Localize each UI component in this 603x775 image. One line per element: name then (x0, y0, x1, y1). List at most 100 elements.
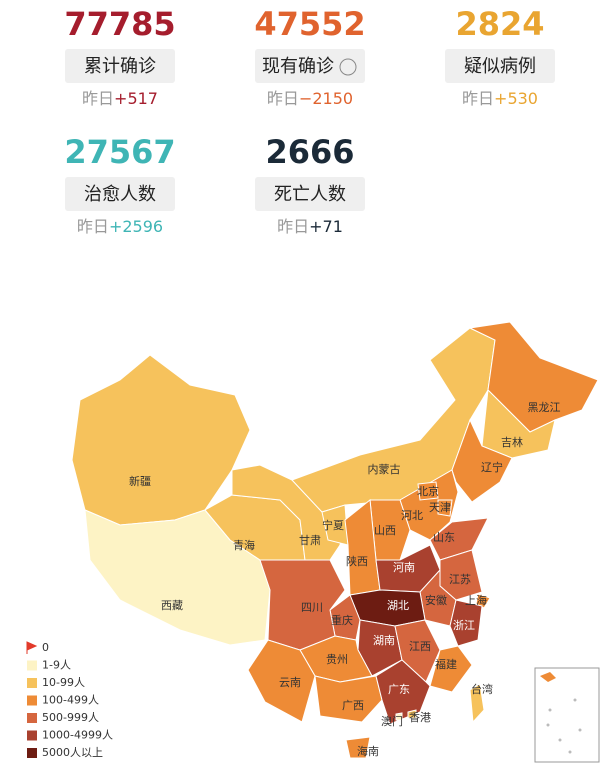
stat-label: 死亡人数 (274, 184, 346, 205)
province-label: 山西 (374, 524, 396, 537)
province (429, 645, 473, 693)
province-label: 湖南 (373, 634, 395, 647)
province (357, 619, 403, 677)
province-label: 贵州 (326, 653, 348, 666)
province-label: 海南 (357, 744, 379, 758)
legend-label: 10-99人 (42, 676, 85, 689)
province-label: 四川 (301, 601, 323, 614)
stat-label-box (65, 49, 175, 83)
stat-label-box (65, 177, 175, 211)
delta-value: +530 (494, 89, 538, 108)
stat-label: 现有确诊 (262, 56, 334, 77)
delta-prefix: 昨日 (277, 217, 309, 236)
stat-label-box (255, 177, 365, 211)
stat-label-box (255, 49, 365, 83)
province-label: 辽宁 (481, 460, 503, 474)
delta-prefix: 昨日 (462, 89, 494, 108)
legend-swatch (27, 678, 37, 688)
inset-frame (534, 667, 600, 763)
province-label: 甘肃 (299, 534, 321, 547)
legend-label: 0 (42, 641, 49, 654)
legend-label: 1-9人 (42, 659, 71, 672)
province-label: 广东 (388, 683, 410, 696)
province (417, 481, 439, 501)
province-label: 山东 (433, 531, 455, 544)
province-label: 重庆 (331, 613, 353, 627)
province (449, 599, 483, 647)
legend-label: 500-999人 (42, 711, 99, 724)
province-label: 上海 (465, 593, 487, 607)
province-label: 福建 (435, 657, 457, 671)
stat-label-box (445, 49, 555, 83)
stat-label: 累计确诊 (84, 56, 156, 77)
stat-value: 77785 (64, 5, 175, 43)
delta-value: +517 (114, 89, 158, 108)
province (469, 683, 485, 724)
province (259, 559, 346, 651)
province-label: 新疆 (129, 474, 151, 488)
province-label: 北京 (417, 484, 439, 498)
stat-delta: 昨日−2150 (267, 89, 353, 108)
province (247, 639, 316, 723)
province-label: 云南 (279, 676, 301, 689)
province (437, 499, 453, 517)
province-label: 江苏 (449, 573, 471, 586)
inset-dots (546, 698, 582, 754)
province (394, 619, 441, 683)
province (468, 321, 599, 433)
province-label: 浙江 (453, 619, 475, 632)
province-label: 宁夏 (322, 518, 344, 532)
stat-value: 47552 (254, 5, 365, 43)
stat-label: 治愈人数 (84, 184, 156, 205)
legend-label: 1000-4999人 (42, 729, 113, 742)
province (395, 712, 403, 721)
province-label: 黑龙江 (528, 401, 561, 414)
province-label: 河北 (401, 509, 423, 522)
legend-label: 5000人以上 (42, 746, 103, 759)
province-label: 广西 (342, 699, 364, 712)
legend-swatch (27, 730, 37, 741)
stat-value: 27567 (64, 133, 175, 171)
province-label: 香港 (409, 711, 431, 724)
delta-value: −2150 (299, 89, 353, 108)
delta-prefix: 昨日 (77, 217, 109, 236)
province (407, 709, 417, 719)
province-label: 天津 (429, 501, 451, 514)
province-label: 台湾 (471, 682, 493, 696)
delta-prefix: 昨日 (82, 89, 114, 108)
delta-value: +71 (309, 217, 343, 236)
legend-swatch (27, 748, 37, 758)
help-icon (339, 58, 357, 76)
legend-swatch (27, 695, 37, 706)
province-label: 澳门 (381, 714, 403, 728)
legend-flag (26, 641, 38, 654)
province (429, 517, 489, 561)
stat-delta: 昨日+517 (82, 89, 158, 108)
province (375, 659, 431, 725)
stat-delta: 昨日+71 (277, 217, 343, 236)
province-label: 青海 (233, 538, 255, 552)
province (231, 464, 346, 561)
delta-value: +2596 (109, 217, 163, 236)
stat-delta: 昨日+2596 (77, 217, 163, 236)
stat-value: 2666 (265, 133, 354, 171)
province-label: 河南 (393, 561, 415, 574)
province (475, 593, 491, 609)
stat-delta: 昨日+530 (462, 89, 538, 108)
stat-label: 疑似病例 (464, 56, 536, 77)
province-label: 西藏 (161, 599, 183, 612)
province-label: 内蒙古 (368, 462, 401, 476)
province-label: 湖北 (387, 599, 409, 612)
delta-prefix: 昨日 (267, 89, 299, 108)
province-label: 吉林 (501, 435, 523, 449)
legend-label: 100-499人 (42, 694, 99, 707)
inset-island (540, 672, 556, 682)
province-label: 陕西 (346, 554, 368, 568)
province-label: 江西 (409, 640, 431, 653)
legend-swatch (27, 713, 37, 723)
province-label: 安徽 (425, 593, 447, 607)
province (345, 736, 371, 759)
stat-value: 2824 (455, 5, 544, 43)
